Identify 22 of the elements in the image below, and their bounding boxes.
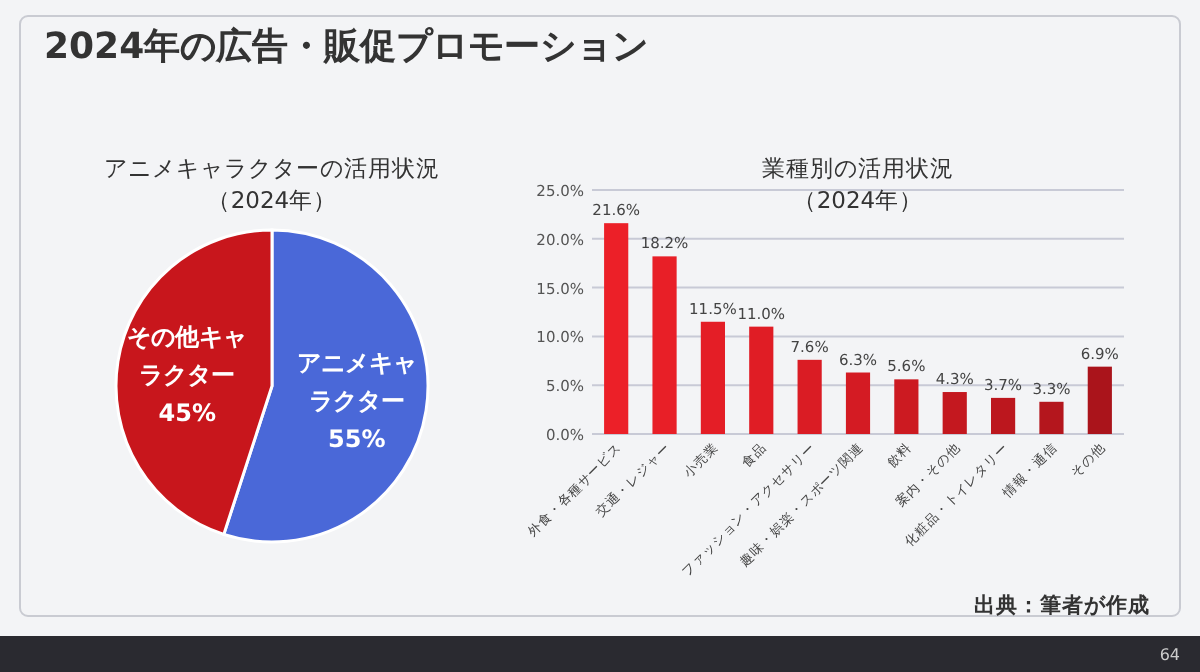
- bar: [894, 379, 919, 434]
- bar: [942, 392, 967, 434]
- bar: [1087, 366, 1112, 434]
- chart-title: 業種別の活用状況: [762, 154, 954, 182]
- bar: [797, 359, 822, 434]
- bar: [700, 321, 725, 434]
- bar: [991, 397, 1016, 434]
- slice-label: アニメキャラクター: [296, 349, 417, 416]
- slice-label: その他キャラクター: [127, 322, 248, 389]
- chart-subtitle: （2024年）: [792, 186, 924, 214]
- text: 2024年の広告・販促プロモーション: [44, 26, 649, 68]
- bar: [652, 256, 677, 434]
- bar: [749, 326, 774, 434]
- chart-title: アニメキャラクターの活用状況: [104, 154, 440, 182]
- data-label: 45%: [158, 398, 216, 427]
- bar: [604, 223, 629, 434]
- chart-subtitle: （2024年）: [206, 186, 338, 214]
- data-label: 55%: [328, 425, 386, 454]
- text: 64: [1159, 646, 1180, 664]
- bar: [1039, 401, 1064, 434]
- source-note: 出典：筆者が作成: [974, 592, 1150, 618]
- bar: [845, 372, 871, 434]
